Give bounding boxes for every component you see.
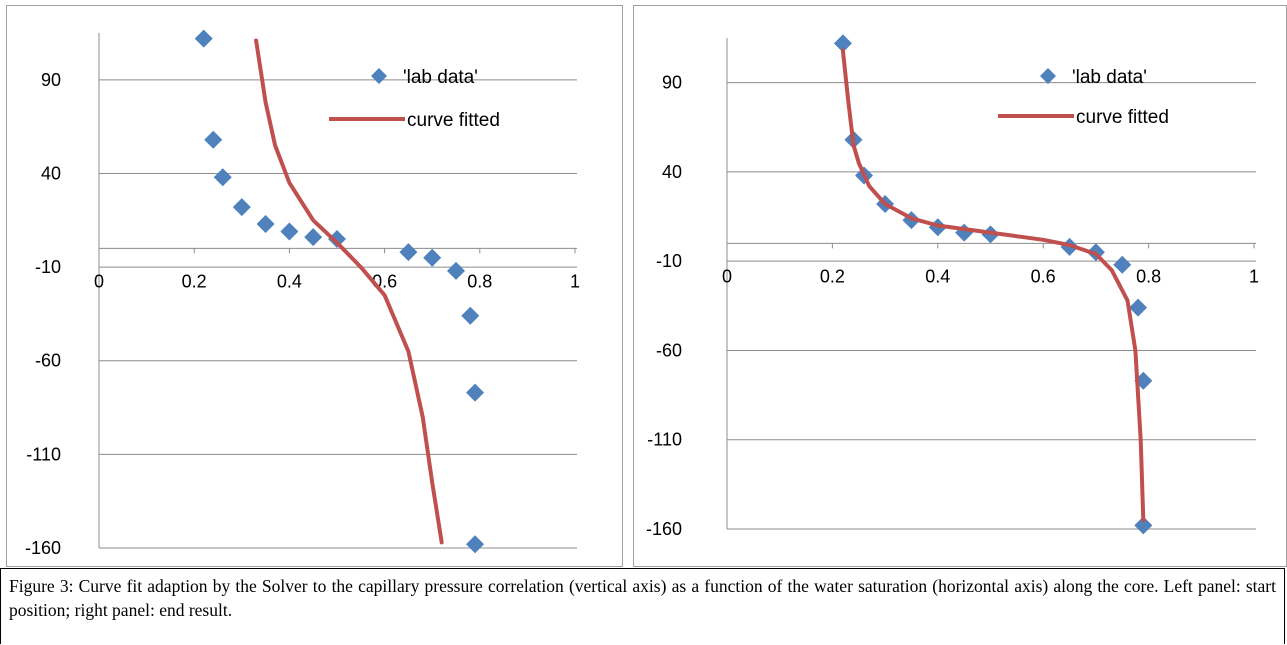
data-point-lab — [466, 383, 485, 402]
x-tick-label: 0 — [722, 266, 732, 286]
y-tick-label: -60 — [35, 351, 61, 371]
data-point-lab — [328, 230, 346, 248]
legend-label-lab-data: 'lab data' — [403, 67, 478, 88]
data-point-lab — [232, 198, 251, 217]
data-point-lab — [1113, 255, 1132, 274]
legend-marker-lab-data — [1040, 68, 1056, 84]
data-point-lab — [256, 215, 275, 234]
y-tick-label: -110 — [26, 444, 61, 464]
y-tick-label: -160 — [646, 519, 682, 539]
x-tick-label: 0.8 — [1136, 266, 1161, 286]
data-point-lab — [304, 228, 323, 247]
x-tick-label: 1 — [1249, 266, 1259, 286]
x-tick-label: 0.4 — [925, 266, 950, 286]
figure-caption: Figure 3: Curve fit adaption by the Solv… — [0, 568, 1285, 644]
y-tick-label: -10 — [656, 251, 682, 271]
x-tick-label: 0.8 — [467, 271, 492, 291]
x-tick-label: 1 — [570, 271, 580, 291]
legend-marker-lab-data — [371, 68, 387, 84]
x-tick-label: 0.4 — [277, 271, 302, 291]
data-point-lab — [194, 29, 213, 48]
y-tick-label: 90 — [41, 70, 61, 90]
data-point-lab — [1129, 298, 1148, 317]
x-tick-label: 0.6 — [372, 271, 397, 291]
series-line-curve-fitted — [254, 38, 444, 545]
y-tick-label: -60 — [656, 340, 682, 360]
x-tick-label: 0 — [94, 271, 104, 291]
data-point-lab — [280, 222, 299, 241]
data-point-lab — [423, 248, 442, 267]
y-tick-label: 40 — [41, 163, 61, 183]
chart-panel-right: 90 40 -10 -60 -110 -160 0 0.2 0.4 0.6 0.8 1 'lab dat… — [633, 5, 1287, 567]
y-tick-label: 90 — [662, 73, 682, 93]
data-point-lab — [833, 34, 852, 53]
data-point-lab — [399, 243, 418, 262]
chart-right: 90 40 -10 -60 -110 -160 0 0.2 0.4 0.6 0.8 1 'lab dat… — [646, 34, 1259, 539]
y-tick-label: -10 — [35, 257, 61, 277]
data-point-lab — [461, 306, 480, 325]
legend-label-lab-data: 'lab data' — [1072, 67, 1147, 88]
data-point-lab — [213, 168, 232, 187]
series-line-curve-fitted — [840, 48, 1146, 523]
data-point-lab — [204, 130, 223, 149]
data-point-lab — [466, 535, 485, 554]
legend-label-curve-fitted: curve fitted — [1076, 107, 1169, 128]
data-point-lab — [447, 261, 465, 280]
x-tick-label: 0.2 — [820, 266, 845, 286]
x-tick-label: 0.6 — [1031, 266, 1056, 286]
chart-left: 90 40 -10 -60 -110 -160 0 0.2 0.4 0.6 0.8 1 'lab dat… — [25, 29, 580, 558]
x-tick-label: 0.2 — [182, 271, 207, 291]
y-tick-label: 40 — [662, 162, 682, 182]
chart-panel-left: 90 40 -10 -60 -110 -160 0 0.2 0.4 0.6 0.8 1 'lab dat… — [6, 5, 623, 567]
legend-label-curve-fitted: curve fitted — [407, 110, 500, 131]
y-tick-label: -110 — [647, 430, 682, 450]
y-tick-label: -160 — [25, 538, 61, 558]
